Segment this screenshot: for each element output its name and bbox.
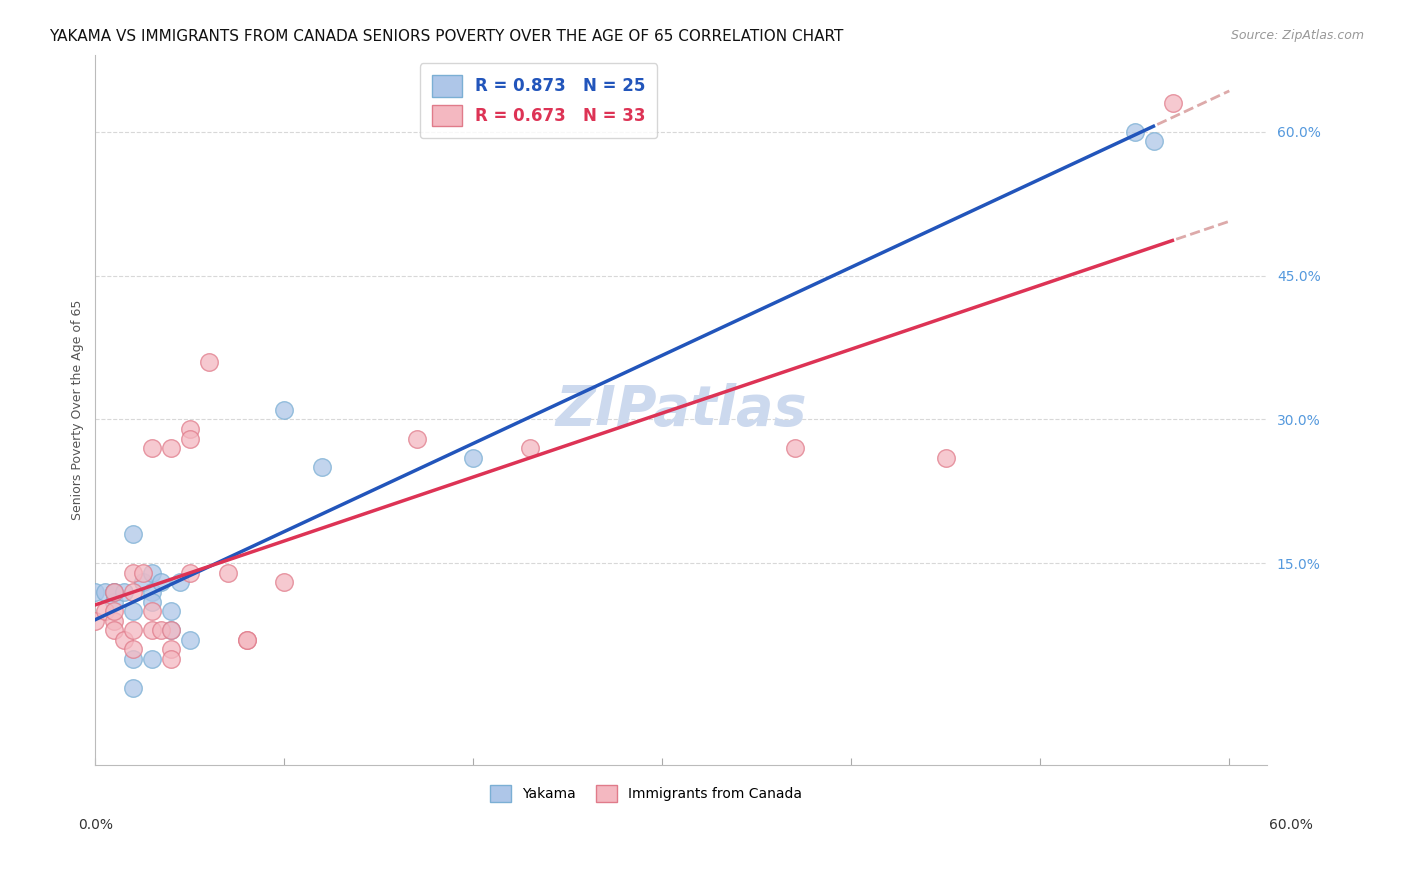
Point bbox=[122, 642, 145, 657]
Point bbox=[235, 632, 257, 647]
Point bbox=[179, 632, 201, 647]
Point bbox=[519, 441, 541, 455]
Point bbox=[783, 441, 806, 455]
Point bbox=[141, 594, 163, 608]
Point bbox=[273, 402, 295, 417]
Point bbox=[141, 604, 163, 618]
Point bbox=[160, 642, 183, 657]
Point bbox=[122, 585, 145, 599]
Point bbox=[150, 624, 173, 638]
Point bbox=[1123, 125, 1146, 139]
Point bbox=[112, 585, 135, 599]
Point bbox=[463, 450, 485, 465]
Point bbox=[160, 441, 183, 455]
Y-axis label: Seniors Poverty Over the Age of 65: Seniors Poverty Over the Age of 65 bbox=[72, 300, 84, 520]
Point bbox=[160, 652, 183, 666]
Point bbox=[94, 585, 117, 599]
Point bbox=[103, 585, 125, 599]
Text: 60.0%: 60.0% bbox=[1268, 818, 1313, 832]
Point bbox=[150, 575, 173, 590]
Point bbox=[131, 566, 153, 580]
Point bbox=[131, 575, 153, 590]
Point bbox=[103, 585, 125, 599]
Point bbox=[160, 604, 183, 618]
Point bbox=[197, 355, 219, 369]
Point bbox=[141, 624, 163, 638]
Point bbox=[122, 624, 145, 638]
Point bbox=[311, 460, 333, 475]
Point bbox=[1143, 135, 1166, 149]
Point bbox=[94, 604, 117, 618]
Point bbox=[179, 422, 201, 436]
Point bbox=[141, 566, 163, 580]
Point bbox=[122, 604, 145, 618]
Point bbox=[160, 624, 183, 638]
Point bbox=[84, 585, 107, 599]
Point bbox=[103, 585, 125, 599]
Point bbox=[217, 566, 239, 580]
Text: YAKAMA VS IMMIGRANTS FROM CANADA SENIORS POVERTY OVER THE AGE OF 65 CORRELATION : YAKAMA VS IMMIGRANTS FROM CANADA SENIORS… bbox=[49, 29, 844, 44]
Point bbox=[112, 632, 135, 647]
Text: 0.0%: 0.0% bbox=[79, 818, 112, 832]
Point bbox=[103, 624, 125, 638]
Point bbox=[405, 432, 427, 446]
Point bbox=[122, 527, 145, 541]
Text: Source: ZipAtlas.com: Source: ZipAtlas.com bbox=[1230, 29, 1364, 42]
Point bbox=[179, 432, 201, 446]
Point bbox=[1161, 96, 1184, 111]
Point bbox=[273, 575, 295, 590]
Point bbox=[103, 614, 125, 628]
Point bbox=[103, 594, 125, 608]
Point bbox=[122, 652, 145, 666]
Point bbox=[235, 632, 257, 647]
Point bbox=[122, 681, 145, 695]
Point bbox=[935, 450, 957, 465]
Point bbox=[84, 614, 107, 628]
Text: ZIPatlas: ZIPatlas bbox=[555, 383, 807, 437]
Point bbox=[141, 441, 163, 455]
Point bbox=[169, 575, 191, 590]
Point bbox=[141, 585, 163, 599]
Point bbox=[103, 604, 125, 618]
Point bbox=[122, 566, 145, 580]
Point bbox=[160, 624, 183, 638]
Point bbox=[179, 566, 201, 580]
Legend: Yakama, Immigrants from Canada: Yakama, Immigrants from Canada bbox=[484, 779, 808, 807]
Point bbox=[141, 652, 163, 666]
